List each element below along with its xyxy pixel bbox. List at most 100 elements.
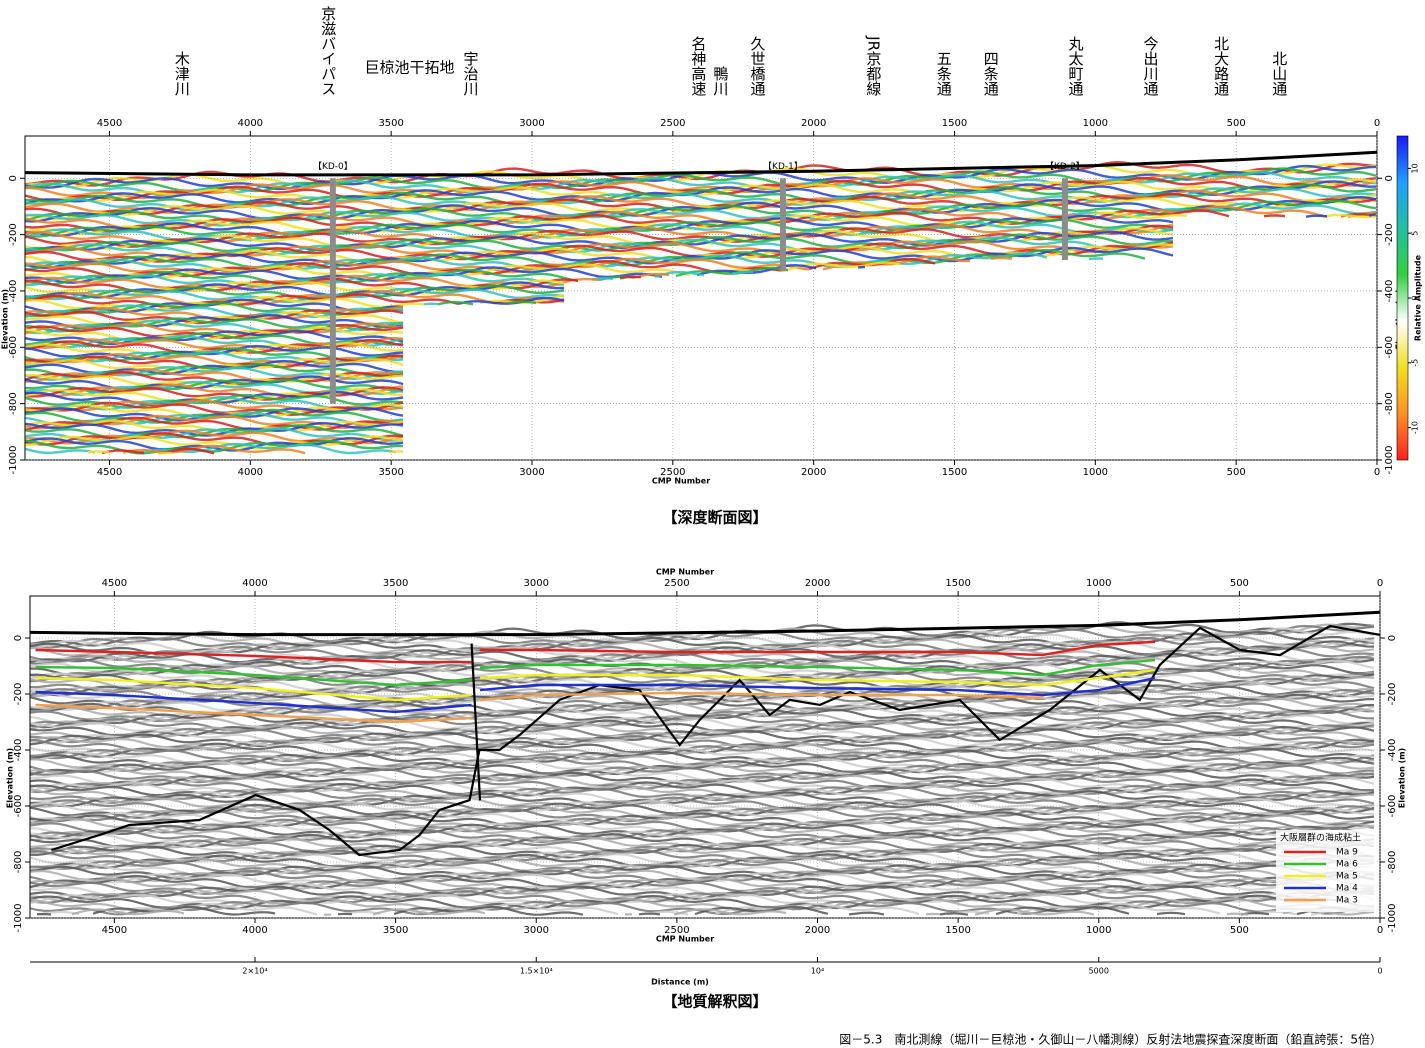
colorbar-tick-label: -5: [1411, 359, 1420, 367]
x-tick-label: 4500: [102, 578, 127, 589]
x-tick-label: 1500: [942, 118, 967, 129]
x-tick-label: 4500: [97, 467, 122, 478]
reflector-texture: [30, 772, 1375, 794]
x-tick-label: 0: [1374, 118, 1380, 129]
legend-label: Ma 3: [1336, 896, 1358, 906]
distance-axis-title: Distance (m): [651, 978, 709, 987]
colorbar: [1396, 135, 1409, 461]
reflector-texture: [25, 289, 565, 306]
colorbar-tick-label: -10: [1411, 421, 1420, 434]
reflector-texture: [30, 684, 1375, 708]
reflector-texture: [30, 831, 1375, 849]
seismic-texture: [25, 160, 1377, 453]
reflector-texture: [30, 855, 1375, 872]
distance-tick-label: 10⁴: [811, 967, 824, 976]
x-tick-label: 3500: [378, 467, 403, 478]
y-axis-title: Elevation (m): [1398, 748, 1407, 808]
y-tick-label: -600: [1384, 336, 1395, 359]
y-tick-label: -800: [1387, 851, 1398, 874]
x-tick-label: 4000: [238, 118, 263, 129]
x-tick-label: 2500: [660, 467, 685, 478]
structural-boundary: [470, 643, 482, 801]
y-tick-label: -800: [8, 392, 19, 415]
y-tick-label: -200: [1384, 223, 1395, 246]
legend-label: Ma 9: [1336, 848, 1358, 858]
reflector-texture: [30, 655, 1375, 683]
x-tick-label: 2500: [664, 925, 689, 936]
reflector-texture: [30, 749, 1375, 771]
x-tick-label: 3500: [378, 118, 403, 129]
place-label: 名神高速: [689, 36, 707, 97]
distance-tick-label: 5000: [1089, 967, 1109, 976]
borehole: [329, 178, 336, 404]
place-label: 北大路通: [1212, 36, 1230, 96]
reflector-texture: [30, 627, 1375, 653]
y-tick-label: -400: [1387, 739, 1398, 762]
y-tick-label: -400: [1384, 280, 1395, 303]
x-tick-label: 4000: [242, 925, 267, 936]
y-tick-label: -200: [8, 223, 19, 246]
x-tick-label: 3500: [383, 925, 408, 936]
reflector-texture: [25, 322, 404, 337]
legend-label: Ma 4: [1336, 884, 1358, 894]
reflector-texture: [25, 227, 1174, 250]
x-tick-label: 2000: [801, 467, 826, 478]
reflector-texture: [30, 741, 1375, 763]
plot-area: [30, 610, 1380, 857]
reflector-texture: [25, 248, 1146, 272]
colorbar-tick-label: 0: [1411, 295, 1420, 300]
x-axis-title: CMP Number: [656, 568, 714, 577]
y-tick-label: 0: [8, 175, 19, 181]
y-tick-label: -600: [1387, 795, 1398, 818]
legend-label: Ma 6: [1336, 860, 1358, 870]
x-tick-label: 2000: [805, 925, 830, 936]
reflector-texture: [30, 784, 1375, 804]
place-label: 木津川: [173, 51, 191, 96]
reflector-texture: [30, 781, 1375, 801]
reflector-texture: [25, 372, 404, 389]
reflector-texture: [30, 805, 1375, 825]
colorbar-title: Relative Amplitude: [1414, 254, 1423, 341]
reflector-texture: [30, 892, 1375, 908]
reflector-texture: [25, 358, 404, 373]
horizon-line: [35, 676, 1156, 714]
x-axis-title: CMP Number: [656, 935, 714, 944]
reflector-texture: [30, 702, 1375, 725]
x-tick-label: 3000: [524, 578, 549, 589]
y-tick-label: -600: [13, 795, 24, 818]
plot-area: [25, 150, 1377, 177]
place-label: 鴨川: [711, 66, 729, 96]
y-tick-label: -200: [13, 683, 24, 706]
reflector-texture: [30, 836, 1375, 855]
place-label: 四条通: [982, 51, 1000, 96]
reflector-texture: [30, 722, 1375, 745]
reflector-texture: [30, 638, 1375, 666]
reflector-texture: [25, 344, 404, 361]
distance-tick-label: 2×10⁴: [242, 967, 267, 976]
reflector-texture: [30, 623, 1375, 649]
reflector-texture: [25, 309, 404, 325]
reflector-texture: [25, 193, 1377, 221]
y-tick-label: -1000: [1387, 903, 1398, 932]
reflector-texture: [30, 828, 1375, 847]
x-axis-title: CMP Number: [652, 477, 710, 486]
reflector-texture: [30, 731, 1375, 753]
x-tick-label: 0: [1377, 925, 1383, 936]
x-tick-label: 4500: [102, 925, 127, 936]
place-label: 北山通: [1270, 51, 1288, 96]
place-label: 丸太町通: [1067, 36, 1085, 96]
y-tick-label: -1000: [8, 445, 19, 474]
x-tick-label: 1000: [1086, 925, 1111, 936]
y-tick-label: 0: [13, 635, 24, 641]
reflector-texture: [25, 326, 404, 342]
x-tick-label: 2500: [664, 578, 689, 589]
x-tick-label: 500: [1227, 467, 1246, 478]
structural-boundary: [51, 624, 1380, 857]
ground-surface: [25, 150, 1377, 177]
x-tick-label: 4000: [242, 578, 267, 589]
borehole-label: 【KD-2】: [1045, 161, 1085, 172]
legend-title: 大阪層群の海成粘土: [1280, 832, 1361, 844]
reflector-texture: [30, 797, 1375, 817]
place-label: 今出川通: [1141, 36, 1159, 96]
y-tick-label: -800: [1384, 392, 1395, 415]
